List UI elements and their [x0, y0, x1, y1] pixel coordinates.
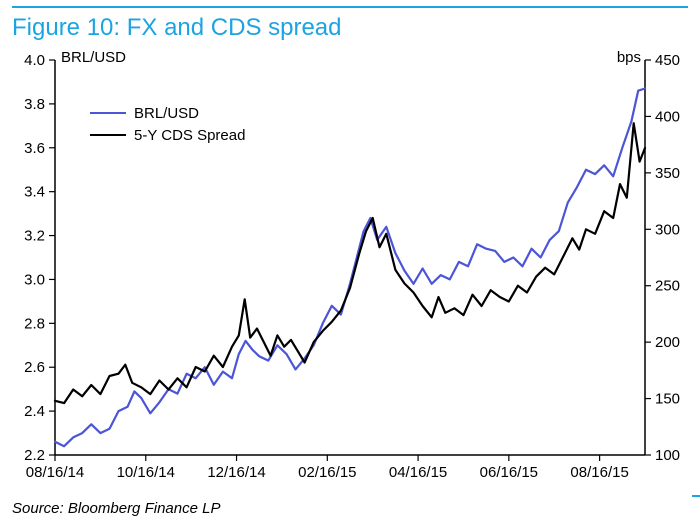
legend-item: BRL/USD [90, 102, 245, 124]
legend-label: BRL/USD [134, 105, 199, 122]
figure-container: Figure 10: FX and CDS spread 2.22.42.62.… [0, 0, 700, 525]
legend-label: 5-Y CDS Spread [134, 127, 245, 144]
svg-text:08/16/14: 08/16/14 [26, 464, 84, 481]
svg-text:04/16/15: 04/16/15 [389, 464, 447, 481]
svg-text:3.2: 3.2 [24, 228, 45, 245]
svg-text:02/16/15: 02/16/15 [298, 464, 356, 481]
svg-text:08/16/15: 08/16/15 [570, 464, 628, 481]
svg-text:3.8: 3.8 [24, 96, 45, 113]
svg-text:2.8: 2.8 [24, 315, 45, 332]
svg-text:2.2: 2.2 [24, 447, 45, 464]
legend-swatch [90, 112, 126, 114]
svg-text:2.4: 2.4 [24, 403, 45, 420]
legend: BRL/USD 5-Y CDS Spread [90, 102, 245, 146]
svg-text:3.6: 3.6 [24, 140, 45, 157]
chart-canvas: 2.2 2.4 2.6 2.8 3.0 3.2 3.4 3.6 3.8 4.0 100 150 200 2… [0, 0, 700, 525]
svg-text:250: 250 [655, 278, 680, 295]
svg-text:450: 450 [655, 52, 680, 69]
svg-text:350: 350 [655, 165, 680, 182]
svg-text:400: 400 [655, 108, 680, 125]
svg-text:4.0: 4.0 [24, 52, 45, 69]
source-attribution: Source: Bloomberg Finance LP [12, 500, 220, 517]
svg-text:2.6: 2.6 [24, 359, 45, 376]
legend-swatch [90, 134, 126, 136]
series-5-Y CDS Spread [55, 123, 645, 403]
svg-text:100: 100 [655, 447, 680, 464]
y-right-label: bps [617, 49, 641, 66]
svg-text:200: 200 [655, 334, 680, 351]
svg-text:150: 150 [655, 391, 680, 408]
legend-item: 5-Y CDS Spread [90, 124, 245, 146]
y-left-label: BRL/USD [61, 49, 126, 66]
footer-right-rule [692, 495, 700, 525]
svg-text:12/16/14: 12/16/14 [207, 464, 265, 481]
svg-text:300: 300 [655, 221, 680, 238]
svg-text:3.0: 3.0 [24, 271, 45, 288]
svg-text:3.4: 3.4 [24, 184, 45, 201]
svg-text:06/16/15: 06/16/15 [480, 464, 538, 481]
svg-text:10/16/14: 10/16/14 [117, 464, 175, 481]
